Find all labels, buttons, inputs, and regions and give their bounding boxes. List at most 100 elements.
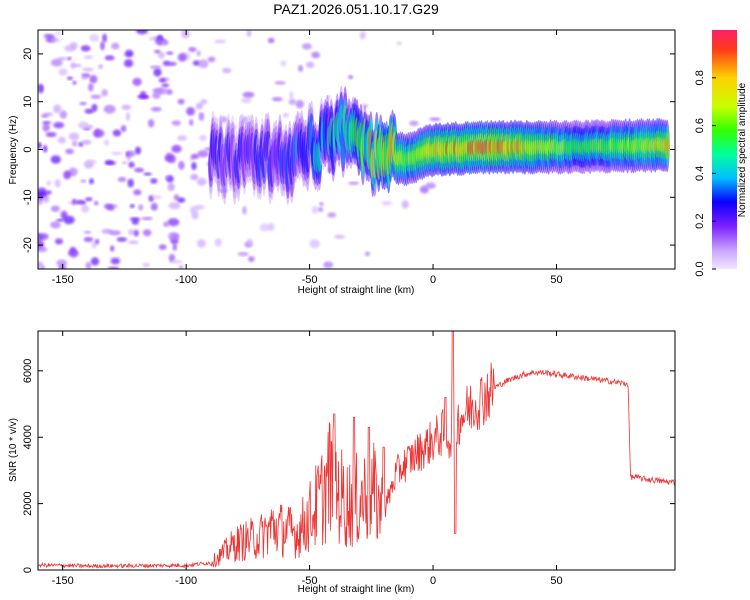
spectrogram-cell [100,41,105,51]
spectrogram-cell [42,195,50,203]
spectrogram-cell [125,150,136,157]
colorbar: 0.0 0.2 0.4 0.6 0.8 Normalized spectral ampl… [694,30,748,277]
spectrogram-cell [248,256,255,263]
spectrogram-cell [38,83,43,91]
spectrogram-cell [148,36,157,41]
snr-y-tick-label: 2000 [22,491,34,515]
spectrogram-cell [98,64,104,69]
colorbar-gradient [712,30,737,269]
spectrogram-cell [50,58,63,67]
spectrogram-cell [120,125,127,133]
spectrogram-cell [127,178,134,188]
spectrogram-cell [200,99,208,105]
spectrogram-cell [364,251,371,256]
spectrogram-cell [54,31,62,36]
spectrogram-cell [43,33,55,38]
spectrogram-y-label: Frequency (Hz) [8,116,19,185]
spectrogram-cell [177,98,185,105]
spectrogram-cell [153,49,161,54]
snr-x-label: Height of straight line (km) [298,584,415,595]
spectrogram-cell [53,121,65,129]
spectrogram-cell [311,51,321,59]
snr-panel: -150 -100 -50 0 50 0 2000 4000 6000 Height of s… [8,330,676,595]
spectrogram-cell [214,39,227,44]
spectrogram-cell [127,240,139,245]
spectrogram-cell [157,87,169,95]
spectrogram-cell [198,112,205,121]
spectrogram-cell [52,104,62,114]
spectrogram-cell [196,50,201,57]
spectrogram-cell [104,159,114,165]
spectrogram-cell [267,223,275,232]
spectrogram-cell [167,61,177,66]
spectrogram-cell [95,128,100,138]
spectrogram-cell [54,238,64,245]
spectrogram-cell [42,121,52,125]
spectrogram-cell [190,153,200,160]
spectrogram-cell [242,205,247,215]
colorbar-tick-label: 0.8 [694,70,706,85]
spectrogram-cell [91,103,98,112]
spectrogram-cell [306,61,315,69]
spectrogram-cell [419,185,429,194]
spectrogram-cell [133,189,142,196]
spectrogram-cell [168,253,176,263]
spectrogram-cell [107,266,120,269]
spectrogram-cell [288,98,297,105]
snr-frame [37,330,676,571]
spectrogram-cell [80,45,91,52]
spectrogram-cell [171,120,181,126]
spectrogram-x-tick-label: 0 [430,274,436,286]
spectrogram-cell [132,77,142,86]
spectrogram-cell [68,132,80,141]
spectrogram-cell [237,251,249,257]
spectrogram-cell [301,43,312,50]
spectrogram-cell [141,216,153,221]
spectrogram-cell [45,190,52,195]
spectrogram-cell [161,83,170,88]
snr-x-ticks: -150 -100 -50 0 50 [52,331,563,587]
colorbar-label: Normalized spectral amplitude [737,82,748,217]
spectrogram-cell [241,98,252,104]
spectrogram-cell [177,135,187,141]
spectrogram-ridge [208,85,670,206]
spectrogram-cell [163,221,169,227]
spectrogram-cell [109,245,115,252]
spectrogram-cell [121,104,132,110]
spectrogram-y-tick-label: 0 [22,146,34,152]
spectrogram-cell [167,218,180,227]
spectrogram-cell [172,243,177,251]
spectrogram-cell [94,201,99,206]
spectrogram-cell [59,110,67,119]
colorbar-tick-label: 0.0 [694,261,706,276]
spectrogram-cell [128,161,135,168]
spectrogram-cell [198,59,209,69]
spectrogram-cell [102,33,107,43]
spectrogram-cell [70,63,82,68]
spectrogram-cell [280,60,287,67]
spectrogram-cell [151,195,162,200]
spectrogram-cell [136,30,148,35]
spectrogram-cell [124,49,134,58]
spectrogram-cell [153,68,162,77]
spectrogram-cell [50,38,62,42]
spectrogram-cell [103,139,110,146]
spectrogram-cell [166,51,174,55]
spectrogram-y-tick-label: -10 [22,189,34,205]
spectrogram-cell [42,123,50,132]
spectrogram-cell [65,148,74,155]
spectrogram-cell [289,91,294,100]
spectrogram-cell [190,173,199,181]
spectrogram-cell [56,218,64,222]
spectrogram-cell [158,78,167,83]
spectrogram-cell [80,179,87,183]
spectrogram-cell [334,234,346,239]
spectrogram-cell [123,59,134,68]
spectrogram-cell [150,106,162,112]
spectrogram-cell [38,142,42,150]
spectrogram-cell [63,170,72,180]
spectrogram-cell [64,45,76,52]
spectrogram-cell [319,202,324,206]
spectrogram-cell [90,94,102,99]
snr-y-tick-label: 0 [22,567,34,573]
